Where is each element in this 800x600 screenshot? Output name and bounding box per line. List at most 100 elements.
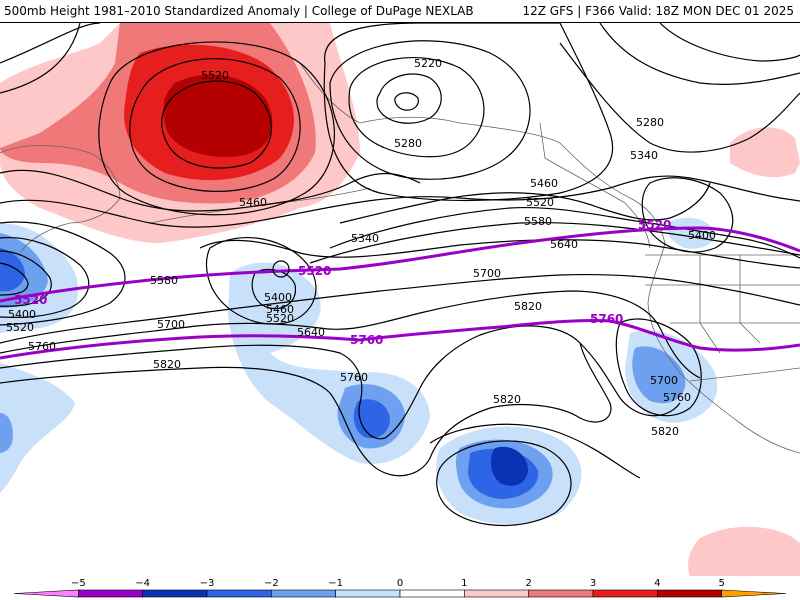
purple-label-5760-right: 5760 — [590, 312, 623, 326]
contour-5700-a — [0, 290, 701, 379]
label-5520-c: 5520 — [266, 312, 294, 325]
label-5580-a: 5580 — [150, 274, 178, 287]
label-5460-a: 5460 — [239, 196, 267, 209]
label-5280-a: 5280 — [394, 137, 422, 150]
anomaly-neg-mid-southwest — [0, 413, 13, 453]
colorbar-tick-label: 5 — [718, 578, 724, 589]
contour-5580-a — [0, 23, 101, 64]
contour-5580-b — [199, 239, 800, 269]
label-5820-b: 5820 — [514, 300, 542, 313]
purple-label-5520-mid: 5520 — [298, 264, 331, 278]
state-line-2 — [739, 255, 761, 344]
anomaly-neg-deep-south — [490, 446, 528, 486]
colorbar-tick-label: −4 — [135, 578, 150, 589]
contour-east-ridge-2 — [659, 23, 800, 62]
colorbar-segment — [464, 589, 529, 598]
coastline-alaska — [299, 62, 800, 454]
label-5760-c: 5760 — [663, 391, 691, 404]
anomaly-pos-deep — [163, 74, 273, 157]
header-bar: 500mb Height 1981–2010 Standardized Anom… — [0, 0, 800, 23]
label-5520-mid: 5520 — [526, 196, 554, 209]
contour-5820-b — [429, 423, 641, 479]
colorbar-tick-label: 0 — [397, 578, 403, 589]
colorbar-segment — [399, 589, 465, 598]
contour-low-center-2 — [129, 58, 301, 192]
label-5760-a: 5760 — [28, 340, 56, 353]
label-5280-b: 5280 — [636, 116, 664, 129]
anomaly-pos-light-southeast — [688, 526, 800, 576]
colorbar-segment — [592, 589, 658, 598]
colorbar-segment — [78, 589, 143, 598]
contour-top-left-1 — [0, 23, 81, 94]
label-5580-b: 5580 — [524, 215, 552, 228]
colorbar-segment — [528, 589, 594, 598]
contour-5760-a — [0, 325, 681, 440]
reference-labels: 5520 5520 5520 5760 5760 — [14, 218, 671, 347]
contour-east-trough-2 — [641, 177, 734, 253]
reference-contours — [0, 226, 800, 360]
anomaly-neg-strong-west — [0, 248, 25, 292]
state-line-1 — [699, 255, 721, 354]
label-5400-a: 5400 — [264, 291, 292, 304]
colorbar-segment — [335, 589, 401, 598]
purple-5760-contour — [0, 318, 800, 360]
contour-low-center-1 — [161, 80, 272, 169]
label-5520-top: 5520 — [201, 69, 229, 82]
contour-5340-a — [329, 40, 531, 180]
contour-5400-north — [323, 23, 614, 202]
label-5700-c: 5700 — [650, 374, 678, 387]
contour-5640-a — [0, 273, 800, 344]
border-us-mexico — [689, 367, 800, 382]
height-contours — [0, 23, 800, 527]
label-5400-b: 5400 — [8, 308, 36, 321]
anomaly-neg-strong-central — [353, 399, 390, 439]
positive-anomaly-shading — [0, 23, 800, 576]
colorbar-svg: −5 −4 −3 −2 −1 0 1 2 3 4 5 — [13, 578, 787, 598]
contour-low-center-3 — [98, 41, 335, 216]
label-5340-b: 5340 — [630, 149, 658, 162]
colorbar-segment — [142, 589, 208, 598]
contour-labels: 5520 5220 5280 5280 5340 5340 5460 5460 … — [6, 57, 716, 438]
map-title: 500mb Height 1981–2010 Standardized Anom… — [4, 4, 474, 18]
label-5340-a: 5340 — [351, 232, 379, 245]
contour-5520-a — [0, 175, 800, 228]
colorbar-segment — [271, 589, 336, 598]
colorbar-tick-label: 4 — [654, 578, 660, 589]
anomaly-map: 5520 5220 5280 5280 5340 5340 5460 5460 … — [0, 23, 800, 576]
contour-west-low-1 — [0, 250, 52, 307]
colorbar-tick-label: 2 — [525, 578, 531, 589]
contour-5220 — [376, 73, 442, 124]
label-5460-b: 5460 — [530, 177, 558, 190]
contour-east-ridge-1 — [599, 23, 800, 85]
purple-label-5520-left: 5520 — [14, 293, 47, 307]
model-run-info: 12Z GFS | F366 Valid: 18Z MON DEC 01 202… — [522, 4, 794, 18]
label-5820-c: 5820 — [493, 393, 521, 406]
contour-5520-b — [309, 222, 800, 264]
label-5760-b: 5760 — [340, 371, 368, 384]
contour-west-low-2 — [0, 262, 29, 296]
label-5640-b: 5640 — [550, 238, 578, 251]
label-5700-a: 5700 — [157, 318, 185, 331]
contour-south-low-1 — [436, 440, 572, 527]
anomaly-neg-light-southwest — [0, 363, 75, 493]
colorbar-tick-label: −2 — [264, 578, 279, 589]
label-5400-c: 5400 — [688, 229, 716, 242]
label-5820-d: 5820 — [651, 425, 679, 438]
colorbar-tick-label: 1 — [461, 578, 467, 589]
anomaly-pos-light-northeast — [730, 127, 800, 178]
low-center-marker — [272, 260, 290, 278]
anomaly-neg-light-central — [228, 262, 430, 464]
label-5520-d: 5520 — [6, 321, 34, 334]
contour-5460-a — [0, 169, 421, 212]
contour-5340-b — [339, 182, 711, 224]
contour-5280 — [348, 57, 485, 158]
colorbar-legend: −5 −4 −3 −2 −1 0 1 2 3 4 5 — [0, 576, 800, 600]
label-5820-a: 5820 — [153, 358, 181, 371]
colorbar-tick-label: −5 — [71, 578, 86, 589]
label-5640-a: 5640 — [297, 326, 325, 339]
colorbar-segment — [657, 589, 722, 598]
colorbar-tick-label: −3 — [200, 578, 215, 589]
label-5700-b: 5700 — [473, 267, 501, 280]
contour-upper-ridge-1 — [0, 221, 126, 326]
colorbar-segment — [721, 589, 787, 598]
